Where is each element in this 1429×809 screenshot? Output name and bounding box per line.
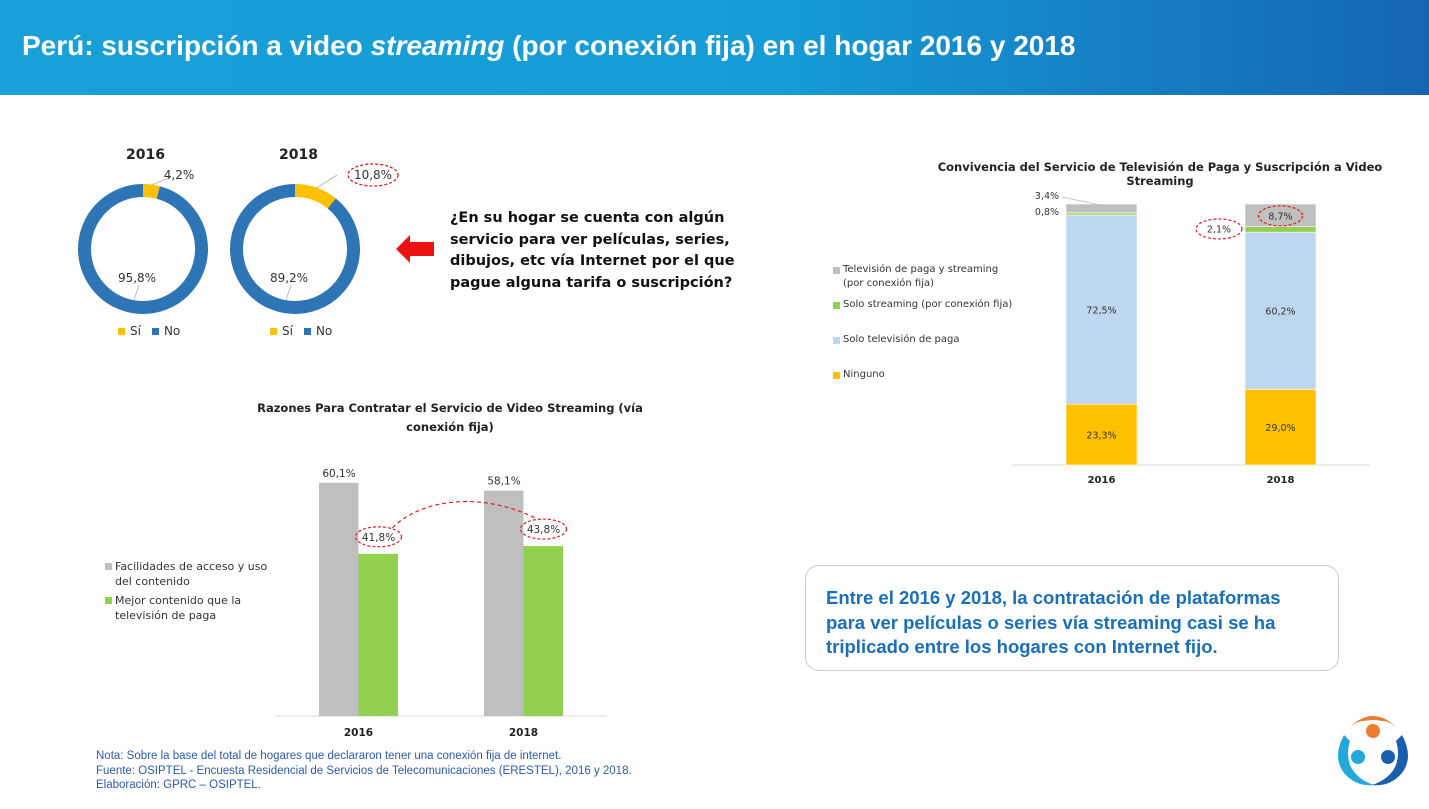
legend-label: Televisión de paga y streaming (por cone… bbox=[843, 264, 999, 289]
x-tick-label: 2016 bbox=[344, 727, 373, 739]
footnotes: Nota: Sobre la base del total de hogares… bbox=[96, 749, 632, 793]
legend-item: Televisión de paga y streaming (por cone… bbox=[833, 263, 1013, 291]
donut-charts: 4,2% 95,8% 10,8% 89,2% bbox=[78, 163, 399, 314]
reasons-legend: Facilidades de acceso y uso del contenid… bbox=[105, 559, 275, 623]
bar-mejor-contenido-2018 bbox=[523, 546, 563, 716]
leader-line bbox=[151, 176, 172, 186]
survey-question: ¿En su hogar se cuenta con algún servici… bbox=[450, 210, 735, 291]
stacked-segment-1-2018 bbox=[1244, 231, 1317, 390]
stacked-segment-2-2016 bbox=[1065, 212, 1138, 216]
bar-facilidades-2016 bbox=[319, 482, 359, 716]
leader-line bbox=[1061, 196, 1101, 206]
highlight-ellipse bbox=[519, 518, 568, 540]
donut-2016-legend: Sí No bbox=[118, 324, 180, 338]
osiptel-logo bbox=[1338, 716, 1408, 786]
donut-2018-title: 2018 bbox=[279, 147, 318, 163]
stacked-segment-1-2016 bbox=[1065, 214, 1138, 405]
bar-facilidades-2018 bbox=[484, 490, 524, 716]
donut-2016-title: 2016 bbox=[126, 147, 165, 163]
data-label: 58,1% bbox=[487, 476, 520, 488]
stacked-chart: 23,3% 72,5% 0,8% 3,4% 2016 29,0% 60,2% 2,1% 8,7%… bbox=[1012, 191, 1370, 486]
highlight-ellipse bbox=[1257, 205, 1304, 227]
legend-label: Facilidades de acceso y uso del contenid… bbox=[115, 560, 268, 588]
title-text-end: (por conexión fija) en el hogar 2016 y 2… bbox=[504, 30, 1076, 61]
leader-line bbox=[316, 174, 338, 189]
data-label: 60,2% bbox=[1265, 307, 1295, 318]
legend-swatch bbox=[105, 597, 112, 604]
legend-swatch-si bbox=[270, 327, 277, 335]
title-text: Perú: suscripción a video bbox=[22, 30, 371, 61]
legend-swatch-no bbox=[303, 327, 311, 335]
legend-label: Sí bbox=[282, 324, 293, 338]
leader-line bbox=[133, 284, 140, 301]
data-label: 41,8% bbox=[362, 532, 395, 544]
note-text: Nota: Sobre la base del total de hogares… bbox=[96, 750, 562, 762]
red-arrow-left-icon bbox=[396, 235, 434, 263]
x-tick-label: 2018 bbox=[509, 727, 538, 739]
legend-swatch bbox=[833, 302, 840, 309]
data-label: 2,1% bbox=[1207, 224, 1231, 235]
legend-label: Mejor contenido que la televisión de pag… bbox=[115, 594, 242, 622]
legend-label: Ninguno bbox=[843, 369, 885, 380]
x-tick-label: 2018 bbox=[1267, 475, 1295, 486]
header-banner bbox=[0, 0, 1429, 95]
data-label: 72,5% bbox=[1086, 306, 1116, 317]
stacked-segment-2-2018 bbox=[1244, 226, 1317, 233]
data-label: 23,3% bbox=[1086, 431, 1116, 442]
data-label: 29,0% bbox=[1265, 423, 1295, 434]
stacked-segment-0-2016 bbox=[1065, 403, 1138, 466]
legend-label: Sí bbox=[130, 324, 141, 338]
data-label: 60,1% bbox=[322, 468, 355, 480]
legend-item: Mejor contenido que la televisión de pag… bbox=[105, 593, 275, 623]
data-label-no: 95,8% bbox=[118, 271, 156, 285]
legend-item: Solo televisión de paga bbox=[833, 333, 1013, 347]
donut-slice-no bbox=[78, 184, 208, 314]
legend-swatch-no bbox=[151, 327, 159, 335]
legend-item: Facilidades de acceso y uso del contenid… bbox=[105, 559, 275, 589]
reasons-chart: 60,1% 41,8% 2016 58,1% 43,8% 2018 bbox=[275, 468, 607, 739]
legend-label: Solo televisión de paga bbox=[843, 334, 960, 345]
bar-mejor-contenido-2016 bbox=[358, 553, 398, 716]
donut-slice-no bbox=[230, 184, 360, 314]
legend-label: No bbox=[163, 324, 181, 338]
stacked-chart-title: Convivencia del Servicio de Televisión d… bbox=[937, 160, 1383, 188]
data-label: 3,4% bbox=[1035, 191, 1059, 202]
donut-2018-legend: Sí No bbox=[270, 324, 332, 338]
x-tick-label: 2016 bbox=[1088, 475, 1116, 486]
data-label: 43,8% bbox=[527, 524, 560, 536]
legend-swatch bbox=[833, 267, 840, 274]
data-label-si: 10,8% bbox=[354, 168, 392, 182]
data-label-no: 89,2% bbox=[270, 271, 308, 285]
legend-swatch bbox=[833, 372, 840, 379]
trend-dashed-curve bbox=[392, 501, 538, 529]
title-emphasis: streaming bbox=[370, 30, 505, 61]
data-label: 0,8% bbox=[1035, 207, 1059, 218]
leader-line bbox=[285, 284, 292, 301]
legend-item: Solo streaming (por conexión fija) bbox=[833, 298, 1013, 312]
highlight-ellipse bbox=[347, 163, 399, 187]
data-label-si: 4,2% bbox=[164, 168, 195, 182]
page-title: Perú: suscripción a video streaming (por… bbox=[22, 30, 1075, 62]
highlight-ellipse bbox=[354, 526, 403, 548]
credits-text: Elaboración: GPRC – OSIPTEL. bbox=[96, 779, 261, 791]
legend-item: Ninguno bbox=[833, 368, 1013, 382]
stacked-segment-3-2016 bbox=[1065, 203, 1138, 214]
legend-swatch-si bbox=[118, 327, 125, 335]
summary-callout: Entre el 2016 y 2018, la contratación de… bbox=[805, 565, 1339, 671]
reasons-chart-title: Razones Para Contratar el Servicio de Vi… bbox=[257, 401, 643, 434]
source-text: Fuente: OSIPTEL - Encuesta Residencial d… bbox=[96, 764, 632, 777]
stacked-segment-0-2018 bbox=[1244, 389, 1317, 466]
legend-swatch bbox=[105, 563, 112, 570]
legend-swatch bbox=[833, 337, 840, 344]
highlight-ellipse bbox=[1195, 218, 1243, 240]
legend-label: No bbox=[315, 324, 333, 338]
legend-label: Solo streaming (por conexión fija) bbox=[843, 299, 1013, 310]
data-label: 8,7% bbox=[1268, 211, 1292, 222]
